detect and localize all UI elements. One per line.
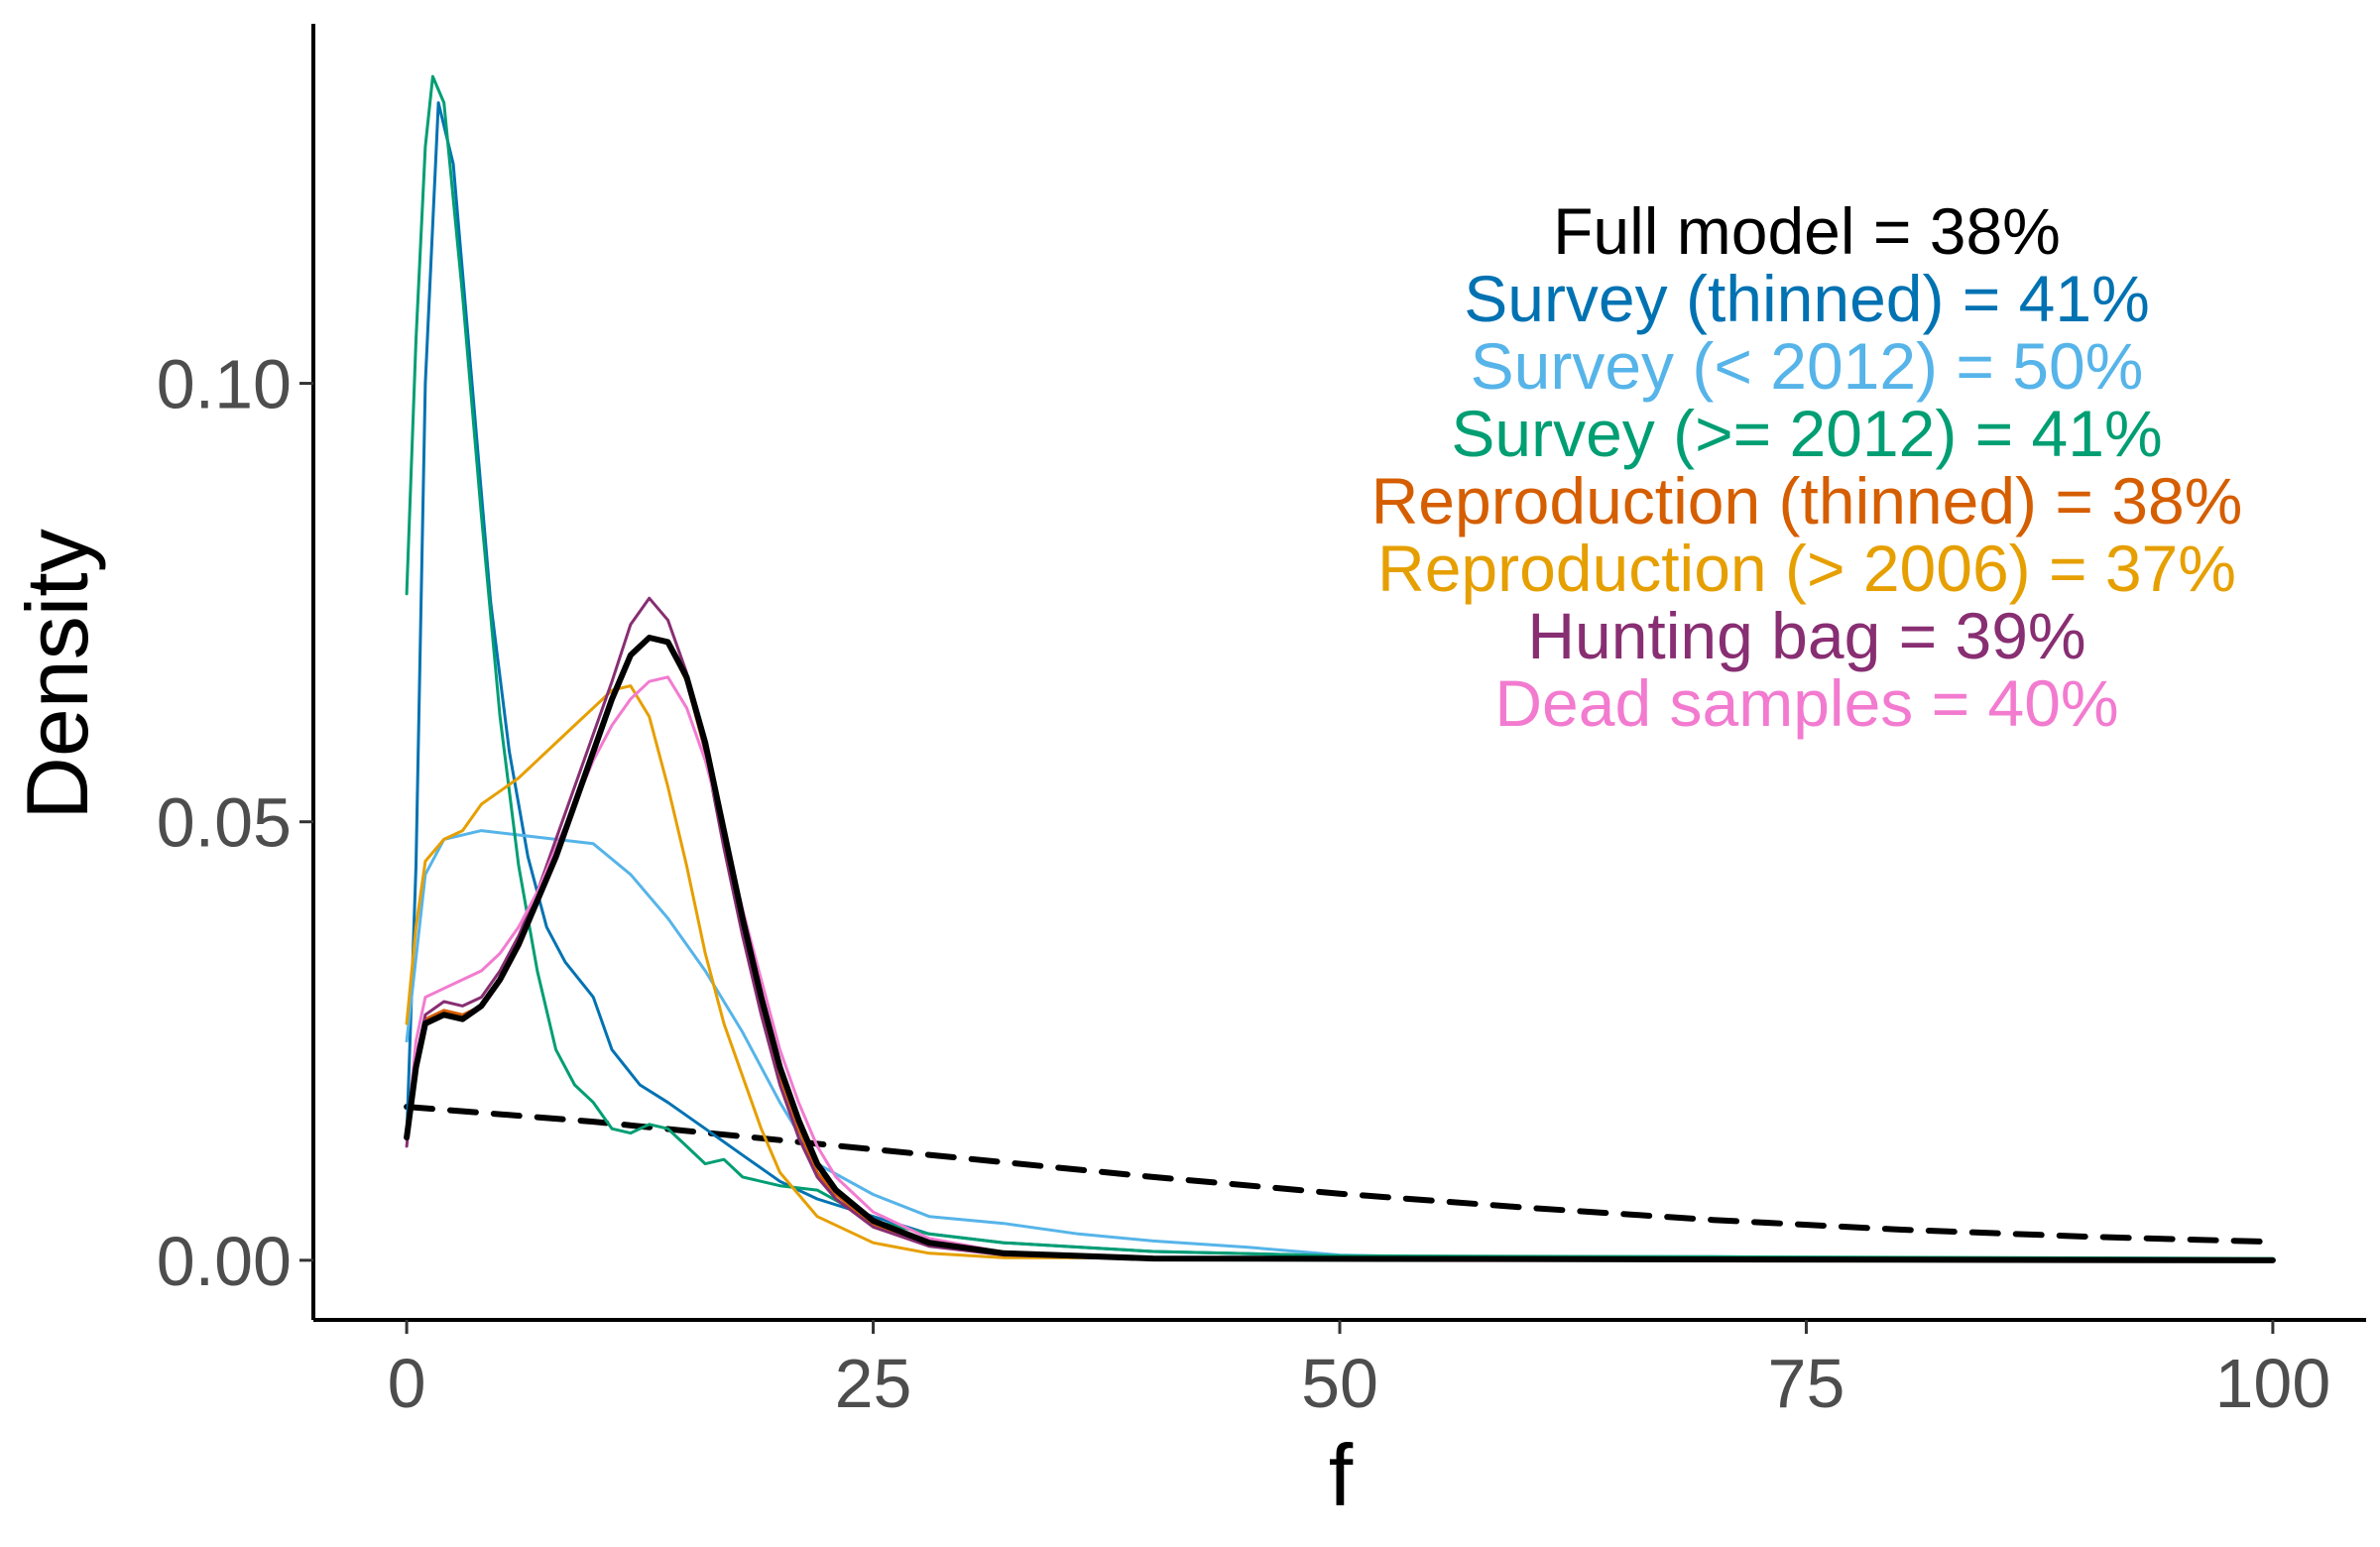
annotation-block: Full model = 38%Survey (thinned) = 41%Su… bbox=[1371, 194, 2243, 740]
y-axis-ticks: 0.00 0.05 0.10 bbox=[157, 346, 313, 1300]
series-line-1 bbox=[404, 1104, 2276, 1246]
x-tick-label: 0 bbox=[388, 1345, 426, 1422]
series-line-7 bbox=[405, 596, 2275, 1262]
y-tick-label: 0.00 bbox=[157, 1223, 292, 1300]
y-tick-label: 0.05 bbox=[157, 784, 292, 862]
annotation-line: Reproduction (thinned) = 38% bbox=[1371, 464, 2243, 537]
series-line-4 bbox=[405, 74, 2275, 1260]
y-axis-title: Density bbox=[8, 529, 106, 819]
y-tick-label: 0.10 bbox=[157, 346, 292, 423]
x-tick-label: 50 bbox=[1301, 1345, 1378, 1422]
annotation-line: Survey (< 2012) = 50% bbox=[1471, 329, 2144, 403]
series-layer bbox=[404, 74, 2276, 1263]
annotation-line: Full model = 38% bbox=[1553, 194, 2061, 268]
x-tick-label: 75 bbox=[1768, 1345, 1845, 1422]
series-line-6 bbox=[405, 684, 2275, 1262]
annotation-line: Survey (>= 2012) = 41% bbox=[1451, 397, 2162, 470]
annotation-line: Dead samples = 40% bbox=[1494, 666, 2118, 740]
annotation-line: Reproduction (> 2006) = 37% bbox=[1377, 532, 2236, 605]
series-line-8 bbox=[405, 675, 2275, 1262]
x-tick-label: 100 bbox=[2215, 1345, 2331, 1422]
x-tick-label: 25 bbox=[835, 1345, 912, 1422]
x-axis-ticks: 0 25 50 75 100 bbox=[388, 1320, 2331, 1422]
annotation-line: Survey (thinned) = 41% bbox=[1464, 262, 2150, 335]
x-axis-title: f bbox=[1329, 1426, 1354, 1524]
series-line-9 bbox=[404, 635, 2276, 1263]
annotation-line: Hunting bag = 39% bbox=[1527, 599, 2085, 672]
